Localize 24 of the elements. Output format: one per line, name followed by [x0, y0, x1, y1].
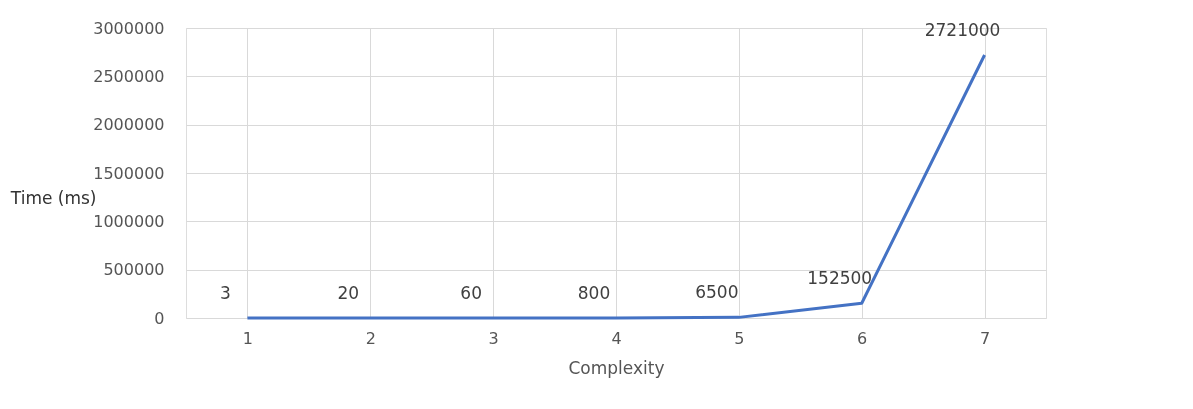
data-label: 60	[460, 282, 482, 303]
x-tick-label: 7	[979, 328, 991, 348]
y-tick-label: 1000000	[93, 211, 165, 231]
x-tick-label: 5	[734, 328, 745, 348]
y-axis-title: Time (ms)	[9, 187, 97, 208]
y-tick-label: 2000000	[93, 115, 165, 135]
data-label: 20	[337, 283, 360, 303]
x-tick-label: 4	[611, 328, 622, 348]
data-label: 800	[577, 282, 611, 303]
data-label: 3	[220, 283, 231, 303]
x-tick-label: 3	[488, 328, 499, 348]
data-label: 152500	[807, 268, 873, 289]
data-label: 2721000	[924, 19, 1001, 40]
y-tick-label: 1500000	[93, 163, 165, 183]
y-tick-label: 3000000	[93, 18, 165, 38]
x-tick-label: 1	[242, 328, 254, 348]
y-tick-label: 500000	[103, 260, 165, 280]
data-label: 6500	[695, 282, 739, 303]
x-tick-label: 6	[857, 328, 868, 348]
x-axis-title: Complexity	[568, 357, 665, 378]
line-series	[245, 53, 987, 320]
y-tick-label: 0	[154, 308, 165, 328]
x-tick-label: 2	[365, 328, 376, 348]
y-tick-label: 2500000	[93, 66, 165, 86]
